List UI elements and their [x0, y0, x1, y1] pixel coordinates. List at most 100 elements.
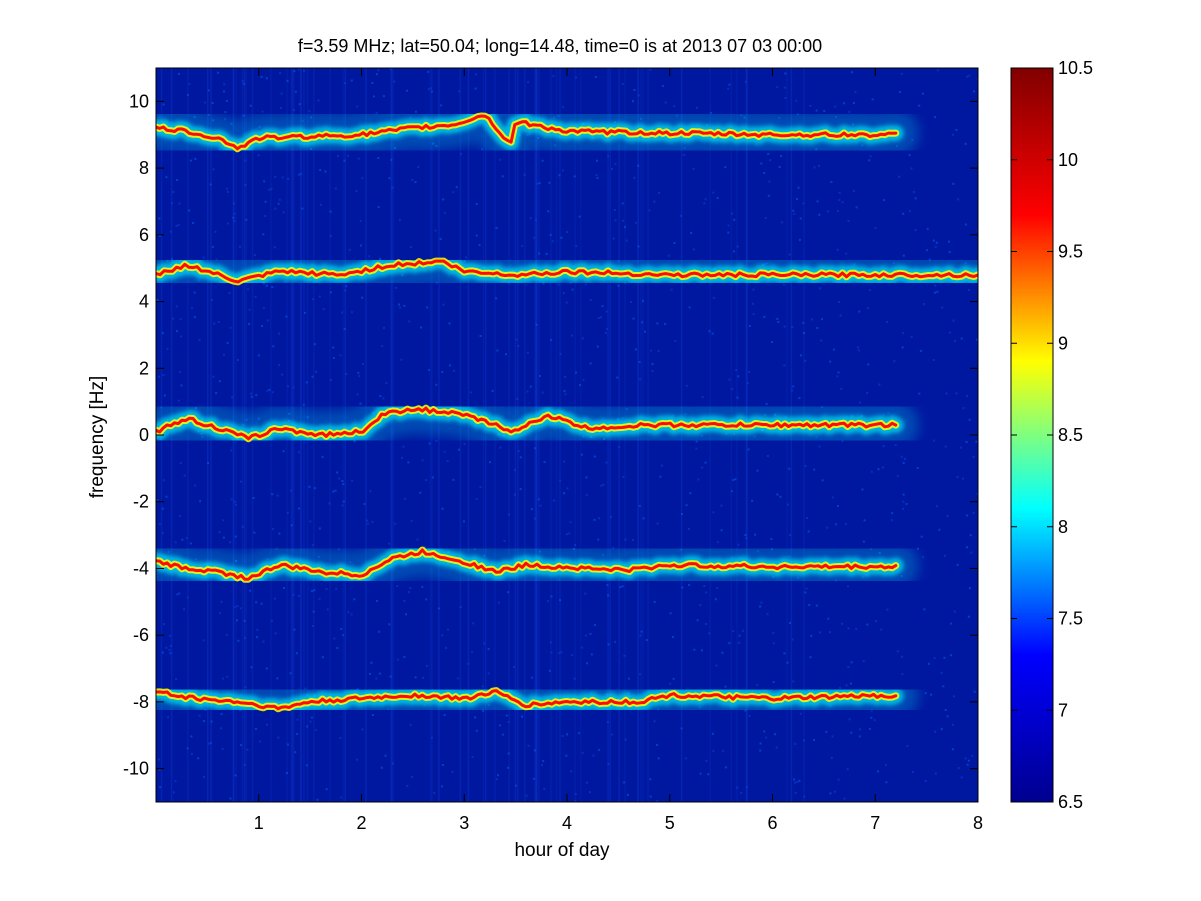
noise-pixel [857, 349, 860, 352]
noise-pixel [495, 297, 498, 300]
noise-pixel [973, 690, 976, 693]
noise-pixel [902, 212, 905, 215]
noise-pixel [157, 758, 160, 761]
noise-pixel [962, 477, 964, 480]
noise-pixel [775, 746, 778, 749]
noise-pixel [760, 162, 763, 165]
noise-pixel [847, 627, 850, 630]
noise-pixel [523, 173, 526, 176]
noise-pixel [809, 104, 812, 107]
noise-pixel [158, 217, 161, 220]
noise-pixel [344, 82, 347, 85]
noise-pixel [744, 80, 747, 83]
noise-pixel [433, 792, 436, 794]
noise-pixel [867, 363, 870, 366]
noise-pixel [314, 729, 317, 732]
x-tick-label: 5 [665, 813, 675, 833]
noise-pixel [965, 441, 968, 443]
noise-pixel [796, 780, 799, 783]
noise-pixel [794, 742, 797, 745]
noise-pixel [788, 467, 791, 470]
noise-pixel [350, 311, 353, 314]
noise-pixel [664, 101, 667, 104]
noise-pixel [162, 623, 165, 626]
noise-pixel [614, 219, 617, 222]
noise-pixel [866, 623, 869, 626]
noise-pixel [249, 392, 252, 395]
noise-pixel [886, 320, 889, 323]
noise-pixel [571, 654, 574, 656]
noise-pixel [803, 795, 806, 798]
noise-pixel [351, 479, 354, 482]
noise-pixel [596, 345, 599, 348]
noise-pixel [621, 202, 624, 205]
noise-pixel [428, 369, 431, 371]
noise-pixel [213, 322, 216, 325]
noise-pixel [207, 742, 210, 745]
noise-pixel [434, 229, 437, 232]
noise-pixel [385, 382, 388, 385]
noise-pixel [598, 517, 600, 520]
noise-pixel [223, 83, 226, 86]
noise-pixel [232, 216, 235, 219]
noise-pixel [829, 792, 832, 795]
colorbar-tick-label: 8 [1058, 517, 1068, 537]
noise-pixel [957, 198, 960, 201]
noise-pixel [565, 754, 568, 757]
noise-pixel [332, 346, 335, 349]
noise-pixel [332, 490, 335, 493]
noise-pixel [223, 353, 225, 356]
noise-pixel [902, 507, 905, 510]
noise-pixel [400, 358, 403, 361]
noise-pixel [507, 513, 510, 516]
noise-pixel [952, 182, 955, 185]
noise-pixel [956, 563, 959, 566]
noise-pixel [192, 222, 194, 224]
noise-pixel [255, 601, 258, 604]
noise-pixel [943, 656, 946, 659]
noise-pixel [794, 781, 796, 784]
noise-pixel [632, 100, 634, 103]
noise-pixel [773, 642, 775, 645]
colorbar-tick-label: 6.5 [1058, 792, 1083, 812]
noise-pixel [218, 531, 221, 534]
noise-pixel [685, 384, 688, 387]
trace-core [156, 406, 898, 441]
noise-pixel [960, 776, 963, 779]
noise-pixel [740, 792, 743, 794]
noise-pixel [318, 527, 321, 530]
noise-pixel [581, 646, 584, 649]
noise-pixel [836, 375, 839, 378]
noise-pixel [624, 226, 626, 229]
noise-pixel [791, 638, 794, 641]
noise-pixel [475, 73, 478, 76]
noise-pixel [642, 517, 645, 520]
noise-pixel [656, 800, 659, 802]
noise-pixel [964, 223, 967, 226]
noise-pixel [271, 493, 274, 496]
noise-pixel [883, 199, 886, 202]
noise-pixel [861, 488, 864, 491]
noise-pixel [437, 607, 440, 610]
noise-pixel [901, 655, 903, 658]
noise-pixel [260, 602, 263, 605]
noise-pixel [406, 784, 409, 787]
noise-pixel [178, 592, 181, 595]
noise-pixel [600, 484, 603, 487]
noise-pixel [459, 606, 462, 609]
chart-title: f=3.59 MHz; lat=50.04; long=14.48, time=… [298, 36, 822, 56]
noise-pixel [229, 797, 232, 800]
noise-pixel [308, 110, 311, 113]
noise-pixel [519, 488, 522, 490]
noise-pixel [673, 105, 676, 108]
noise-pixel [278, 532, 281, 535]
noise-pixel [763, 315, 766, 318]
noise-pixel [920, 349, 922, 352]
noise-pixel [952, 748, 954, 751]
noise-pixel [226, 222, 229, 225]
noise-pixel [856, 346, 859, 349]
noise-pixel [322, 308, 325, 311]
noise-pixel [639, 378, 642, 381]
noise-pixel [280, 92, 283, 95]
noise-pixel [177, 224, 180, 226]
